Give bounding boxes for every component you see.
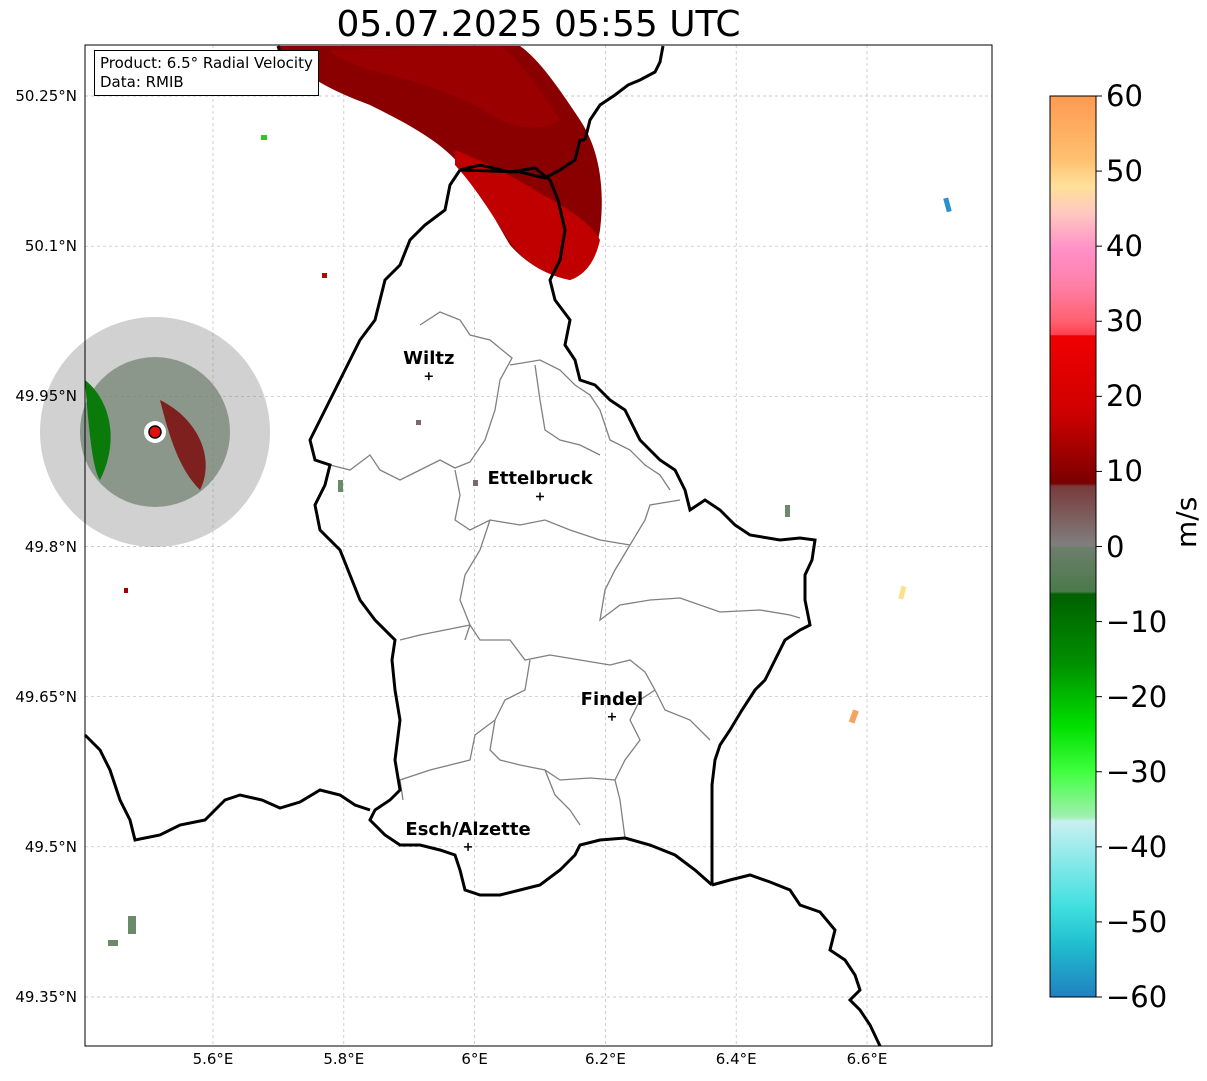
lon-tick-label: 5.6°E	[192, 1050, 234, 1068]
velocity-echo-band	[278, 46, 602, 280]
lon-tick-label: 6.2°E	[584, 1050, 626, 1068]
colorbar-tick-label: 50	[1106, 154, 1143, 189]
lon-tick-label: 6°E	[461, 1050, 488, 1068]
lon-tick-label: 6.6°E	[846, 1050, 888, 1068]
lat-tick-label: 49.95°N	[15, 387, 77, 406]
map-title: 05.07.2025 05:55 UTC	[336, 4, 741, 45]
radar-site-marker	[148, 425, 162, 439]
radar-clutter	[40, 317, 270, 547]
city-marker	[607, 712, 616, 721]
city-marker	[536, 492, 544, 501]
city-label: Findel	[580, 688, 644, 710]
colorbar-tick-label: 0	[1106, 529, 1125, 564]
city-label: Ettelbruck	[487, 468, 593, 490]
scattered-echoes	[108, 135, 952, 946]
lat-tick-label: 49.8°N	[24, 537, 77, 556]
lat-tick-label: 50.1°N	[24, 237, 77, 256]
lon-tick-label: 5.8°E	[323, 1050, 365, 1068]
colorbar-tick-label: −60	[1106, 980, 1168, 1014]
city-markers	[424, 372, 616, 851]
product-info-box: Product: 6.5° Radial Velocity Data: RMIB	[94, 50, 319, 96]
city-label: Wiltz	[403, 348, 455, 370]
colorbar-tick-label: −50	[1106, 904, 1168, 939]
colorbar-tick-label: −40	[1106, 829, 1168, 864]
colorbar-tick-label: 10	[1106, 454, 1143, 489]
lat-tick-label: 50.25°N	[15, 87, 77, 105]
city-label: Esch/Alzette	[405, 818, 531, 840]
colorbar-tick-label: 20	[1106, 379, 1143, 414]
lat-tick-label: 49.35°N	[15, 988, 77, 1006]
colorbar-tick-label: 30	[1106, 304, 1143, 339]
data-source-label: Data: RMIB	[100, 73, 184, 91]
lat-tick-label: 49.65°N	[15, 687, 77, 706]
colorbar-tick-label: 40	[1106, 229, 1143, 264]
lon-tick-label: 6.4°E	[715, 1050, 757, 1068]
city-marker	[424, 372, 433, 381]
city-marker	[464, 842, 473, 851]
colorbar-unit-label: m/s	[1170, 496, 1203, 548]
colorbar-tick-label: −30	[1106, 754, 1168, 789]
district-borders	[329, 311, 801, 839]
colorbar-tick-label: 60	[1106, 79, 1143, 113]
country-borders	[83, 45, 882, 1047]
colorbar-tick-label: −20	[1106, 679, 1168, 714]
lat-tick-label: 49.5°N	[24, 837, 77, 856]
plot-frame	[84, 44, 993, 1047]
colorbar-tick-label: −10	[1106, 604, 1168, 639]
product-label: Product: 6.5° Radial Velocity	[100, 54, 313, 72]
